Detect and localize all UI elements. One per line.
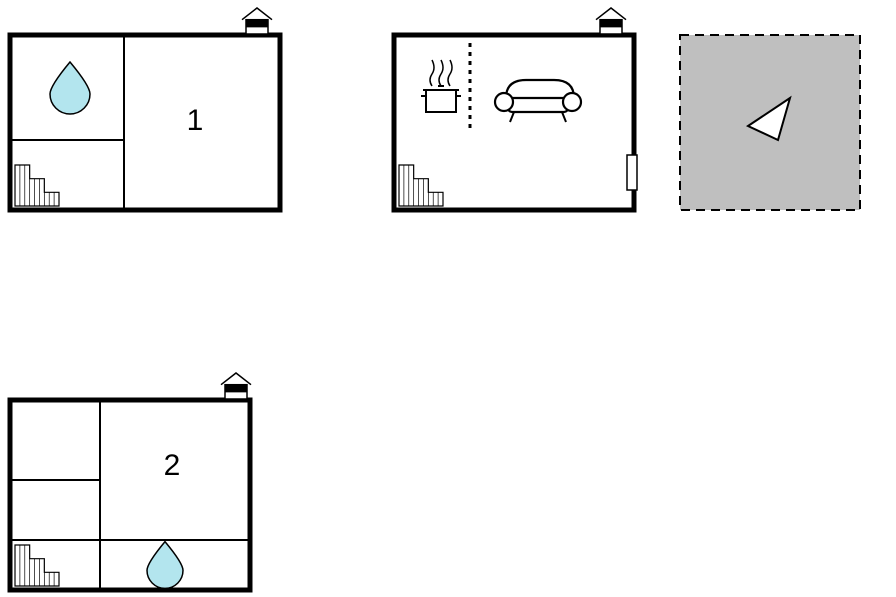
chimney-top xyxy=(225,385,247,392)
door-icon xyxy=(627,155,637,190)
chimney-top xyxy=(246,20,268,27)
chimney-top xyxy=(600,20,622,27)
plan1-label: 1 xyxy=(187,104,204,137)
floorplan-2: 2 xyxy=(10,400,250,590)
terrace xyxy=(680,35,860,210)
floorplan-1: 1 xyxy=(10,35,280,210)
chimney-roof xyxy=(221,373,251,385)
floorplan-3 xyxy=(394,35,637,210)
plan2-label: 2 xyxy=(164,449,181,482)
chimney-roof xyxy=(596,8,626,20)
chimney-roof xyxy=(242,8,272,20)
